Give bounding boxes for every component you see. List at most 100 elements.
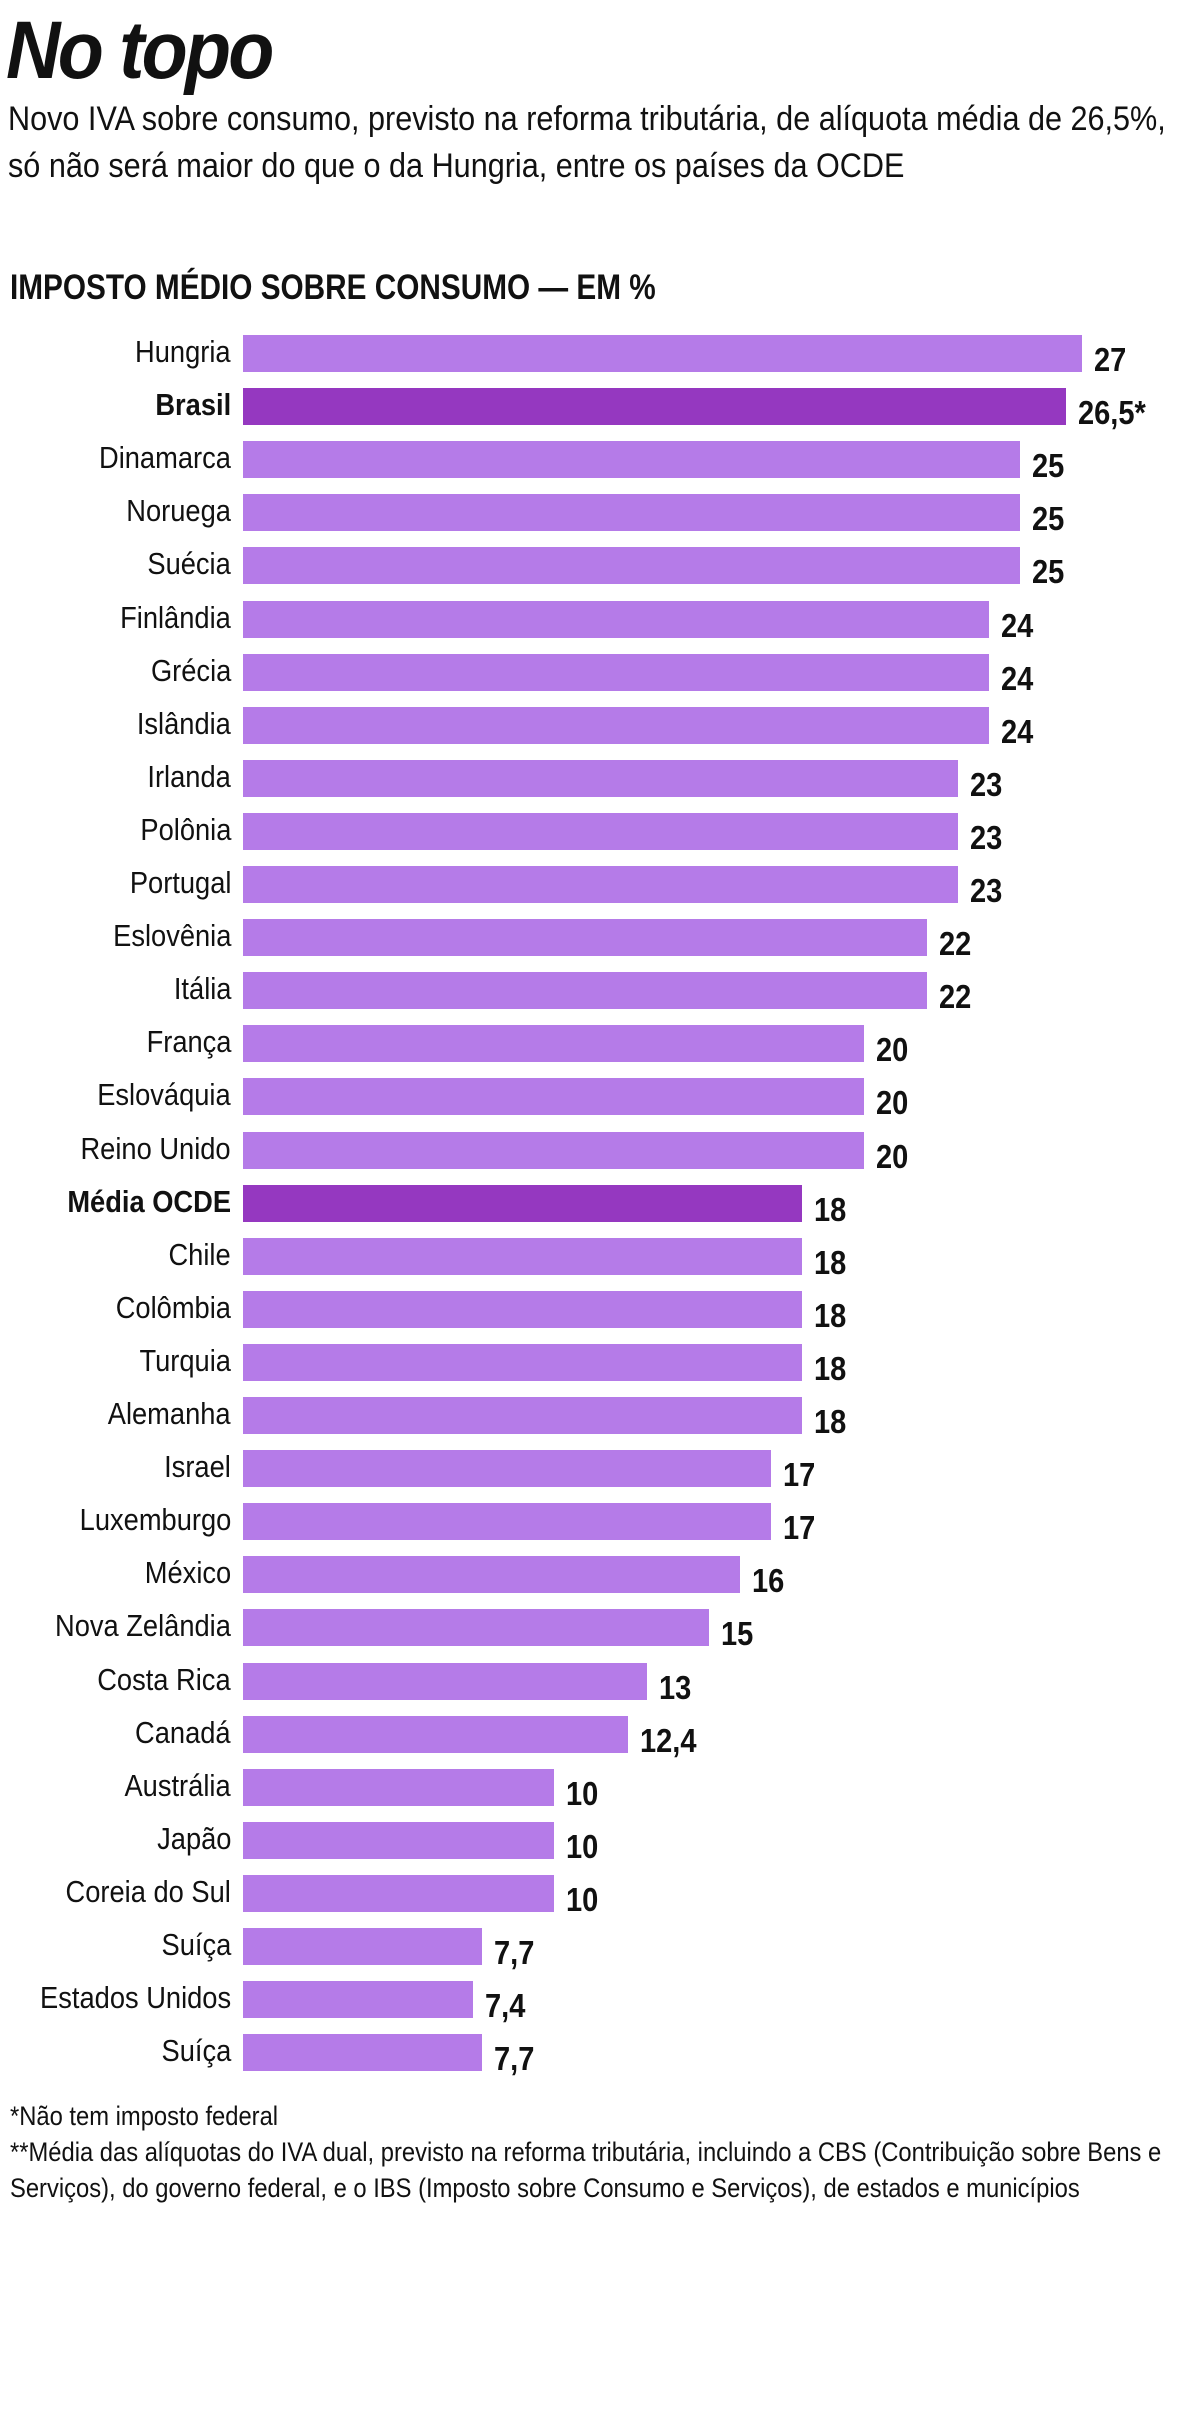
category-label: Hungria	[135, 334, 231, 369]
category-label: Reino Unido	[80, 1130, 231, 1166]
category-label: Suécia	[147, 546, 231, 582]
bar	[243, 1609, 710, 1647]
bar	[243, 1025, 865, 1063]
value-label: 24	[1000, 659, 1034, 697]
category-label: Estados Unidos	[39, 1980, 231, 2016]
bar	[243, 1184, 803, 1222]
bar	[243, 1290, 803, 1328]
category-label: Portugal	[129, 865, 231, 900]
category-label: Suíça	[161, 2033, 231, 2069]
bar	[243, 441, 1020, 479]
bar	[243, 600, 989, 638]
category-label: Chile	[168, 1236, 231, 1272]
category-label: Nova Zelândia	[55, 1608, 231, 1644]
category-label: Colômbia	[115, 1289, 231, 1325]
category-label: Japão	[156, 1820, 231, 1856]
bar	[243, 759, 958, 797]
bar	[243, 812, 958, 850]
value-label: 24	[1000, 606, 1034, 644]
category-label: Luxemburgo	[79, 1502, 231, 1538]
value-label: 20	[876, 1084, 909, 1122]
bar	[243, 1874, 554, 1912]
category-label: México	[144, 1555, 231, 1591]
chart-title-headline: No topo	[6, 5, 274, 96]
category-label: Finlândia	[120, 599, 231, 635]
value-label: 18	[814, 1243, 847, 1281]
value-label: 10	[565, 1774, 599, 1812]
bar	[243, 972, 927, 1010]
value-label: 18	[814, 1190, 847, 1228]
category-label: Irlanda	[147, 758, 231, 794]
value-label: 22	[938, 925, 971, 963]
bar	[243, 1715, 629, 1753]
bar	[243, 388, 1067, 426]
value-label: 23	[969, 818, 1003, 856]
category-label: Costa Rica	[97, 1661, 231, 1697]
bar	[243, 1343, 803, 1381]
category-label: Dinamarca	[99, 440, 231, 476]
category-label: Austrália	[124, 1767, 231, 1803]
bar	[243, 494, 1020, 532]
bar	[243, 706, 989, 744]
bar	[243, 1131, 865, 1169]
bar	[243, 1928, 483, 1965]
bar	[243, 1821, 554, 1859]
chart-title: IMPOSTO MÉDIO SOBRE CONSUMO — EM %	[10, 268, 656, 307]
subtitle: Novo IVA sobre consumo, previsto na refo…	[8, 100, 1166, 185]
footnotes: *Não tem imposto federal **Média das alí…	[10, 2098, 1189, 2206]
value-label: 27	[1094, 341, 1127, 378]
category-label: Brasil	[155, 387, 231, 423]
category-label: Coreia do Sul	[65, 1873, 231, 1909]
value-label: 25	[1031, 447, 1065, 485]
value-label: 13	[658, 1668, 692, 1706]
bar	[243, 1503, 772, 1541]
value-label: 25	[1031, 553, 1065, 591]
value-label: 17	[783, 1509, 816, 1547]
bar	[243, 1397, 803, 1434]
bar	[243, 653, 989, 691]
value-label: 18	[814, 1403, 847, 1440]
bar	[243, 547, 1020, 585]
bar	[243, 1078, 865, 1116]
bar	[243, 1556, 741, 1594]
bar	[243, 335, 1082, 372]
category-label: Noruega	[126, 493, 231, 529]
value-label: 26,5*	[1078, 394, 1147, 432]
category-label: Alemanha	[108, 1396, 231, 1431]
value-label: 7,4	[484, 1987, 526, 2025]
value-label: 23	[969, 765, 1003, 803]
value-label: 15	[721, 1615, 754, 1653]
value-label: 7,7	[494, 1934, 535, 1971]
value-label: 18	[814, 1296, 847, 1334]
bar	[243, 919, 927, 957]
value-label: 24	[1000, 712, 1034, 750]
category-label: Eslovênia	[112, 918, 231, 954]
category-label: Média OCDE	[67, 1183, 231, 1219]
category-label: França	[146, 1024, 231, 1060]
bar	[243, 1768, 554, 1806]
bar	[243, 1450, 772, 1488]
value-label: 7,7	[494, 2040, 535, 2078]
category-label: Polônia	[139, 811, 231, 847]
value-label: 18	[814, 1349, 847, 1387]
value-label: 10	[565, 1880, 599, 1918]
value-label: 10	[565, 1827, 599, 1865]
value-label: 25	[1031, 500, 1065, 538]
value-label: 20	[876, 1031, 909, 1069]
category-label: Israel	[164, 1449, 231, 1485]
value-label: 23	[969, 872, 1003, 909]
category-label: Islândia	[136, 705, 231, 741]
value-label: 16	[752, 1562, 785, 1600]
category-label: Turquia	[139, 1342, 231, 1378]
bar	[243, 1662, 647, 1700]
bar	[243, 2034, 483, 2072]
category-label: Itália	[173, 971, 231, 1007]
bar	[243, 1981, 473, 2019]
value-label: 12,4	[640, 1721, 697, 1759]
footnote: **Média das alíquotas do IVA dual, previ…	[10, 2137, 1162, 2203]
footnote: *Não tem imposto federal	[10, 2101, 279, 2131]
category-label: Canadá	[135, 1714, 231, 1750]
category-label: Eslováquia	[97, 1077, 231, 1113]
bar	[243, 1237, 803, 1275]
